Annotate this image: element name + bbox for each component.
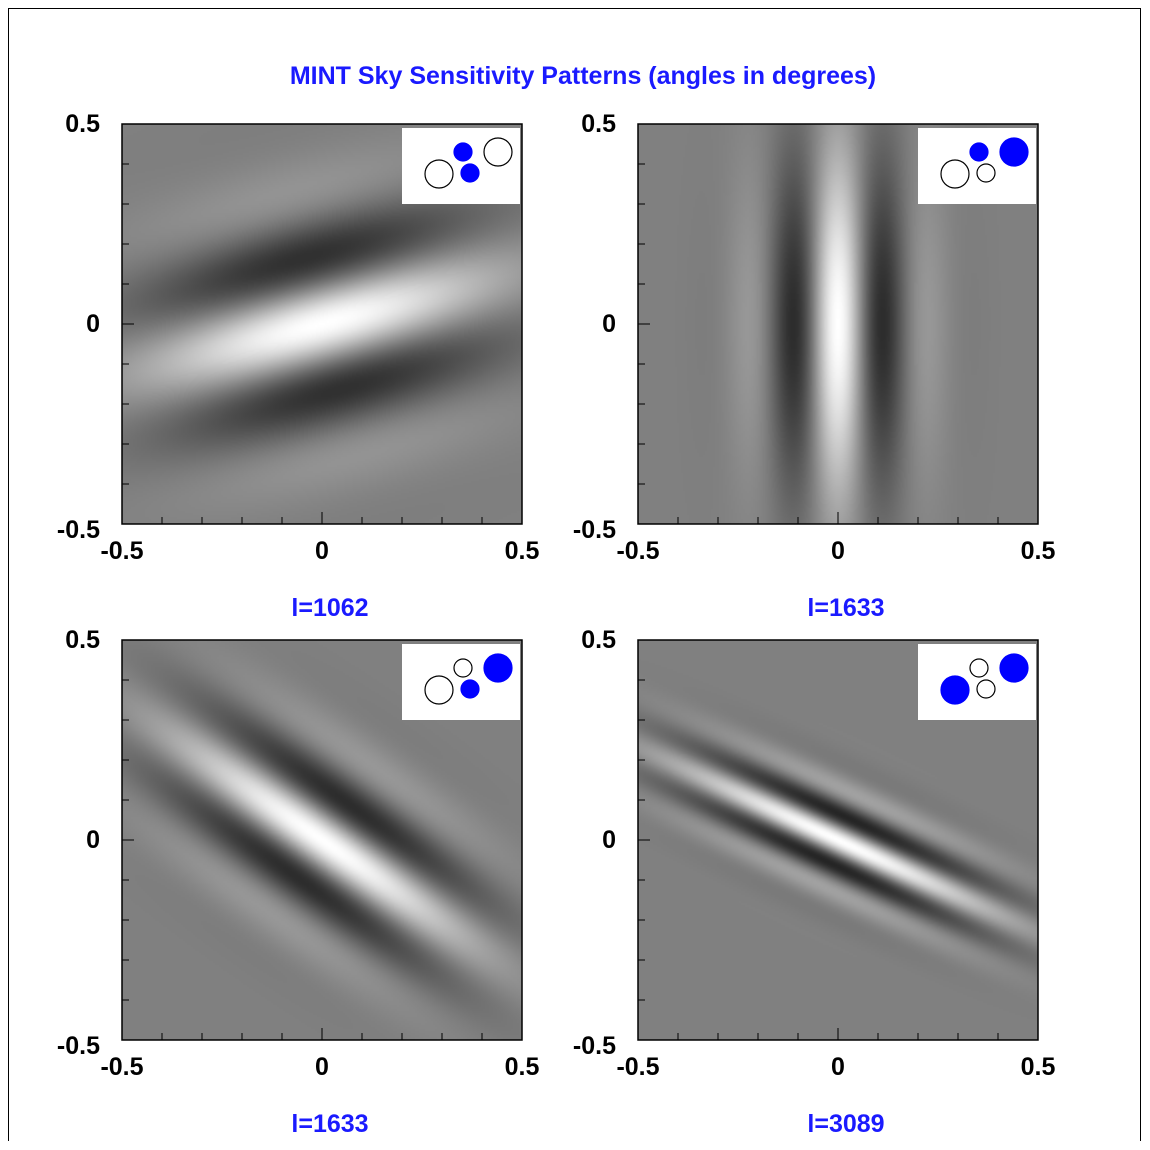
legend-circle-large-left	[424, 159, 454, 189]
page-title: MINT Sky Sensitivity Patterns (angles in…	[289, 62, 877, 90]
x-tick-label: 0	[315, 1053, 329, 1081]
panel-3: -0.5 0 0.5 0.5 0 -0.5 l=1633	[57, 626, 540, 1138]
legend-circle-small-middle-bottom	[976, 679, 996, 699]
baseline-legend	[918, 128, 1036, 204]
x-tick-label: -0.5	[100, 537, 143, 565]
y-tick-label: 0.5	[65, 110, 100, 138]
legend-circle-large-right	[483, 653, 513, 683]
legend-circle-small-middle-top	[969, 658, 989, 678]
x-tick-label: -0.5	[616, 1053, 659, 1081]
x-tick-label: -0.5	[100, 1053, 143, 1081]
y-tick-label: -0.5	[573, 1032, 616, 1060]
legend-circle-large-left	[940, 159, 970, 189]
panel-caption: l=1062	[291, 594, 368, 622]
baseline-legend	[402, 128, 520, 204]
x-tick-label: 0.5	[1021, 537, 1056, 565]
x-tick-label: 0.5	[505, 1053, 540, 1081]
x-tick-label: 0	[831, 1053, 845, 1081]
y-tick-label: 0.5	[65, 626, 100, 654]
legend-circle-large-right	[999, 137, 1029, 167]
panel-caption: l=3089	[807, 1110, 884, 1138]
legend-circle-large-left	[424, 675, 454, 705]
legend-circle-small-middle-top	[969, 142, 989, 162]
panel-1: -0.5 0 0.5 0.5 0 -0.5 l=1062	[57, 110, 540, 622]
x-tick-label: -0.5	[616, 537, 659, 565]
y-tick-label: 0.5	[581, 626, 616, 654]
x-tick-label: 0.5	[505, 537, 540, 565]
y-tick-label: -0.5	[57, 1032, 100, 1060]
legend-circle-large-right	[999, 653, 1029, 683]
legend-circle-large-right	[483, 137, 513, 167]
legend-circle-small-middle-bottom	[460, 163, 480, 183]
legend-circle-large-left	[940, 675, 970, 705]
figure-frame	[8, 8, 1141, 1141]
y-tick-label: 0	[602, 310, 616, 338]
y-tick-label: 0.5	[581, 110, 616, 138]
panel-caption: l=1633	[291, 1110, 368, 1138]
x-tick-label: 0	[831, 537, 845, 565]
legend-circle-small-middle-bottom	[976, 163, 996, 183]
baseline-legend	[402, 644, 520, 720]
panel-caption: l=1633	[807, 594, 884, 622]
legend-circle-small-middle-top	[453, 658, 473, 678]
legend-circle-small-middle-top	[453, 142, 473, 162]
y-tick-label: -0.5	[573, 516, 616, 544]
panel-4: -0.5 0 0.5 0.5 0 -0.5 l=3089	[573, 626, 1056, 1138]
panel-2: -0.5 0 0.5 0.5 0 -0.5 l=1633	[573, 110, 1056, 622]
y-tick-label: 0	[602, 826, 616, 854]
baseline-legend	[918, 644, 1036, 720]
x-tick-label: 0	[315, 537, 329, 565]
y-tick-label: 0	[86, 826, 100, 854]
x-tick-label: 0.5	[1021, 1053, 1056, 1081]
y-tick-label: -0.5	[57, 516, 100, 544]
y-tick-label: 0	[86, 310, 100, 338]
legend-circle-small-middle-bottom	[460, 679, 480, 699]
